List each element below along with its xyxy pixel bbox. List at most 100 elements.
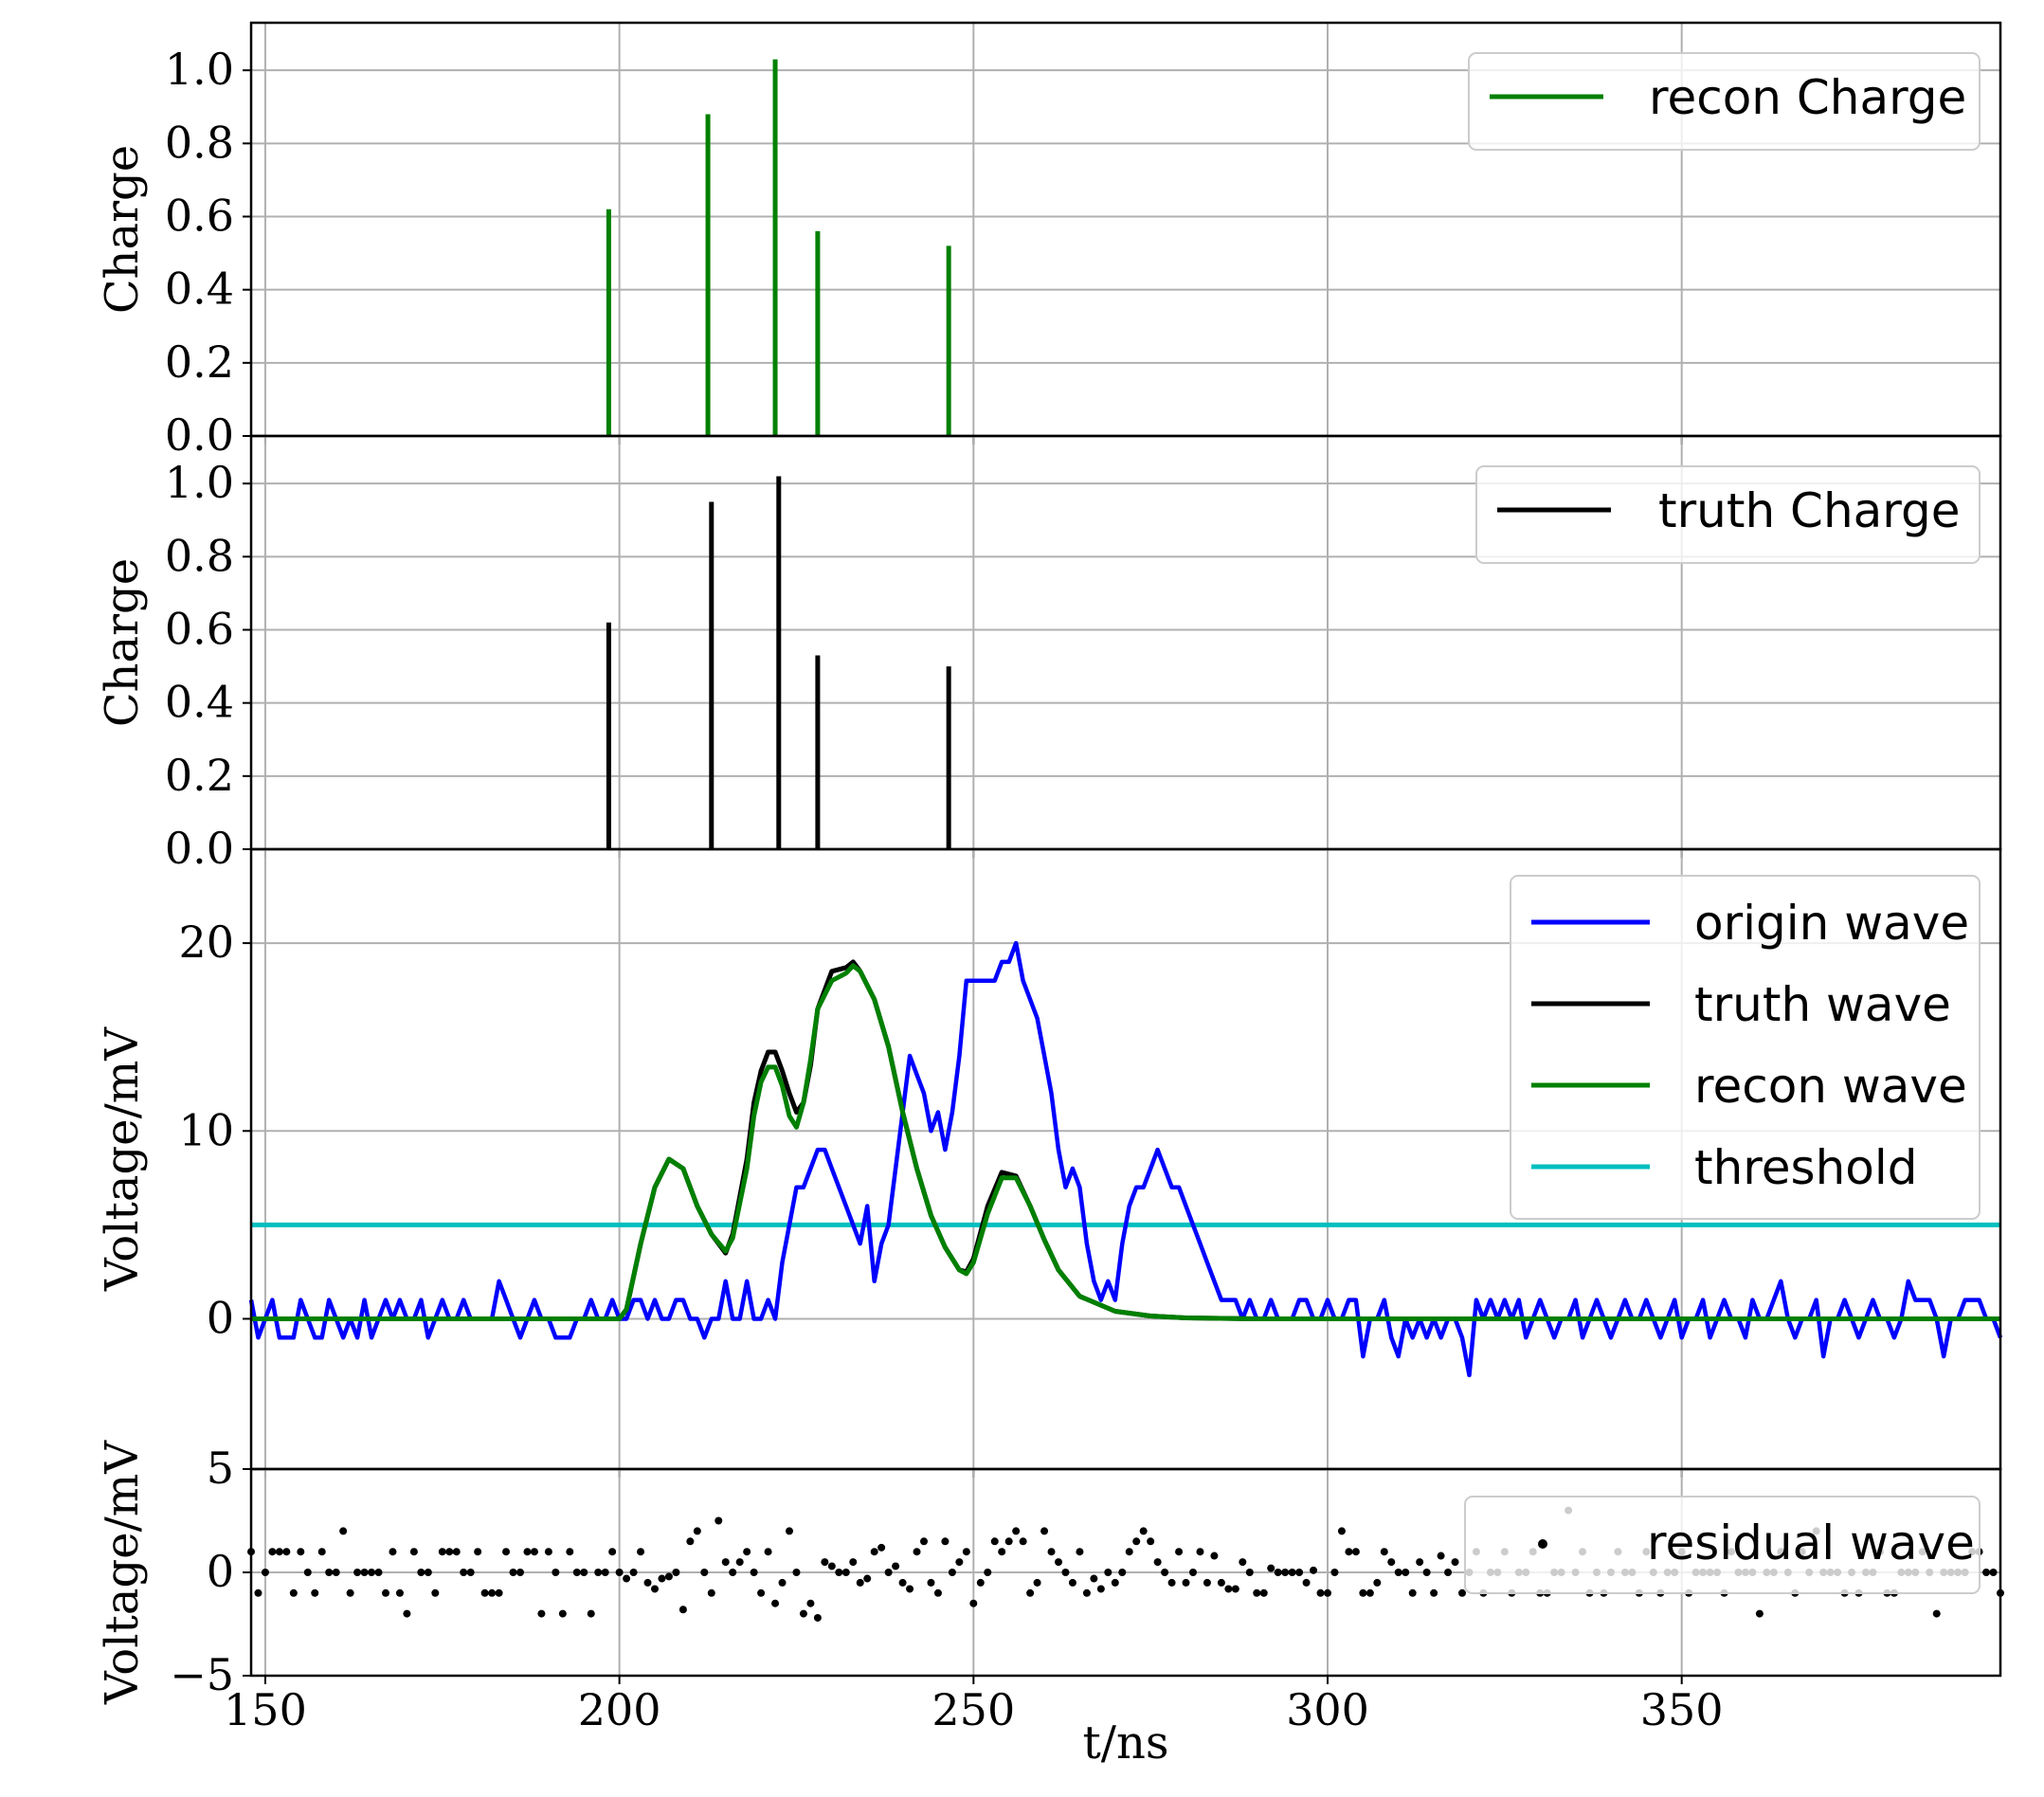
- residual-point: [637, 1548, 645, 1556]
- residual-point: [254, 1588, 262, 1597]
- residual-point: [1076, 1548, 1084, 1556]
- residual-point: [856, 1578, 864, 1587]
- residual-point: [303, 1569, 312, 1576]
- residual-point: [587, 1609, 595, 1618]
- residual-point: [1989, 1569, 1998, 1576]
- residual-point: [1175, 1548, 1184, 1556]
- residual-point: [1253, 1588, 1261, 1597]
- residual-point: [672, 1569, 680, 1576]
- residual-point: [1458, 1588, 1466, 1597]
- xtick-label: 200: [578, 1684, 661, 1735]
- residual-point: [729, 1569, 737, 1576]
- residual-point: [382, 1588, 389, 1597]
- residual-point: [282, 1548, 291, 1556]
- residual-point: [786, 1527, 793, 1535]
- residual-point: [990, 1537, 999, 1546]
- ytick-label: 1.0: [165, 44, 234, 95]
- residual-point: [813, 1613, 822, 1622]
- residual-point: [1189, 1569, 1197, 1576]
- residual-point: [417, 1569, 425, 1576]
- xtick-label: 250: [932, 1684, 1015, 1735]
- residual-point: [594, 1569, 603, 1576]
- residual-point: [332, 1569, 340, 1576]
- residual-point: [1422, 1569, 1431, 1576]
- residual-point: [1161, 1569, 1169, 1576]
- residual-point: [1239, 1558, 1247, 1567]
- residual-point: [1932, 1609, 1941, 1618]
- residual-point: [927, 1578, 935, 1587]
- residual-point: [735, 1558, 744, 1567]
- residual-point: [374, 1569, 383, 1576]
- residual-point: [743, 1548, 751, 1556]
- residual-point: [707, 1588, 715, 1597]
- residual-point: [1203, 1578, 1211, 1587]
- residual-point: [1033, 1578, 1041, 1587]
- residual-point: [686, 1537, 695, 1546]
- xtick-label: 150: [224, 1684, 307, 1735]
- residual-point: [474, 1548, 482, 1556]
- residual-point: [566, 1548, 574, 1556]
- residual-point: [799, 1609, 807, 1618]
- residual-point: [1224, 1585, 1233, 1593]
- ytick-label: 0.2: [165, 336, 234, 388]
- wave-panel: 0 10 20 Voltage/mV origin wave truth wave …: [96, 847, 2003, 1478]
- residual-point: [268, 1548, 277, 1556]
- residual-point: [1337, 1527, 1346, 1535]
- residual-point: [608, 1548, 617, 1556]
- residual-point: [1118, 1569, 1127, 1576]
- residual-point: [311, 1588, 319, 1597]
- residual-point: [353, 1569, 362, 1576]
- residual-point: [1096, 1585, 1105, 1593]
- recon-charge-ylabel: Charge: [96, 145, 149, 314]
- truth-charge-legend: truth Charge: [1475, 465, 1981, 564]
- ytick-label: −5: [170, 1649, 234, 1700]
- residual-point: [1402, 1569, 1410, 1576]
- xtick-label: 300: [1286, 1684, 1369, 1735]
- residual-point: [664, 1572, 673, 1581]
- residual-point: [969, 1599, 978, 1607]
- residual-point: [495, 1588, 503, 1597]
- residual-point: [1316, 1588, 1325, 1597]
- residual-point: [1351, 1548, 1360, 1556]
- residual-point: [700, 1569, 709, 1576]
- ytick-label: 0: [207, 1292, 234, 1343]
- residual-point: [884, 1569, 893, 1576]
- recon-charge-panel: 0.0 0.2 0.4 0.6 0.8 1.0 Charge recon Charge: [96, 21, 2002, 461]
- residual-point: [1259, 1588, 1268, 1597]
- residual-point: [778, 1578, 787, 1587]
- residual-point: [877, 1543, 886, 1552]
- residual-point: [516, 1569, 524, 1576]
- recon-charge-bars: [606, 59, 951, 436]
- residual-point: [892, 1562, 900, 1570]
- wave-yticks: 0 10 20: [178, 917, 251, 1343]
- residual-point: [1019, 1537, 1027, 1546]
- residual-point: [1004, 1537, 1013, 1546]
- residual-point: [643, 1578, 652, 1587]
- residual-point: [1281, 1569, 1290, 1576]
- residual-point: [1394, 1569, 1402, 1576]
- ytick-label: 0: [207, 1546, 234, 1597]
- residual-point: [424, 1569, 432, 1576]
- recon-charge-yticks: 0.0 0.2 0.4 0.6 0.8 1.0: [165, 44, 251, 461]
- residual-point: [1310, 1566, 1318, 1574]
- residual-point: [409, 1548, 418, 1556]
- residual-point: [1444, 1569, 1453, 1576]
- residual-point: [1302, 1578, 1311, 1587]
- residual-point: [360, 1569, 369, 1576]
- residual-point: [1055, 1558, 1062, 1567]
- ytick-label: 0.6: [165, 190, 234, 241]
- residual-point: [1139, 1527, 1148, 1535]
- residual-point: [572, 1569, 581, 1576]
- residual-legend: residual wave: [1464, 1496, 1981, 1594]
- residual-point: [1295, 1569, 1304, 1576]
- residual-point: [368, 1569, 376, 1576]
- residual-point: [962, 1548, 970, 1556]
- residual-point: [346, 1588, 354, 1597]
- residual-point: [1104, 1569, 1112, 1576]
- truth-charge-ylabel: Charge: [96, 558, 149, 727]
- truth-charge-bars: [606, 476, 951, 849]
- residual-point: [1274, 1569, 1282, 1576]
- residual-point: [1451, 1558, 1459, 1567]
- legend-label-recon-wave: recon wave: [1694, 1059, 1967, 1114]
